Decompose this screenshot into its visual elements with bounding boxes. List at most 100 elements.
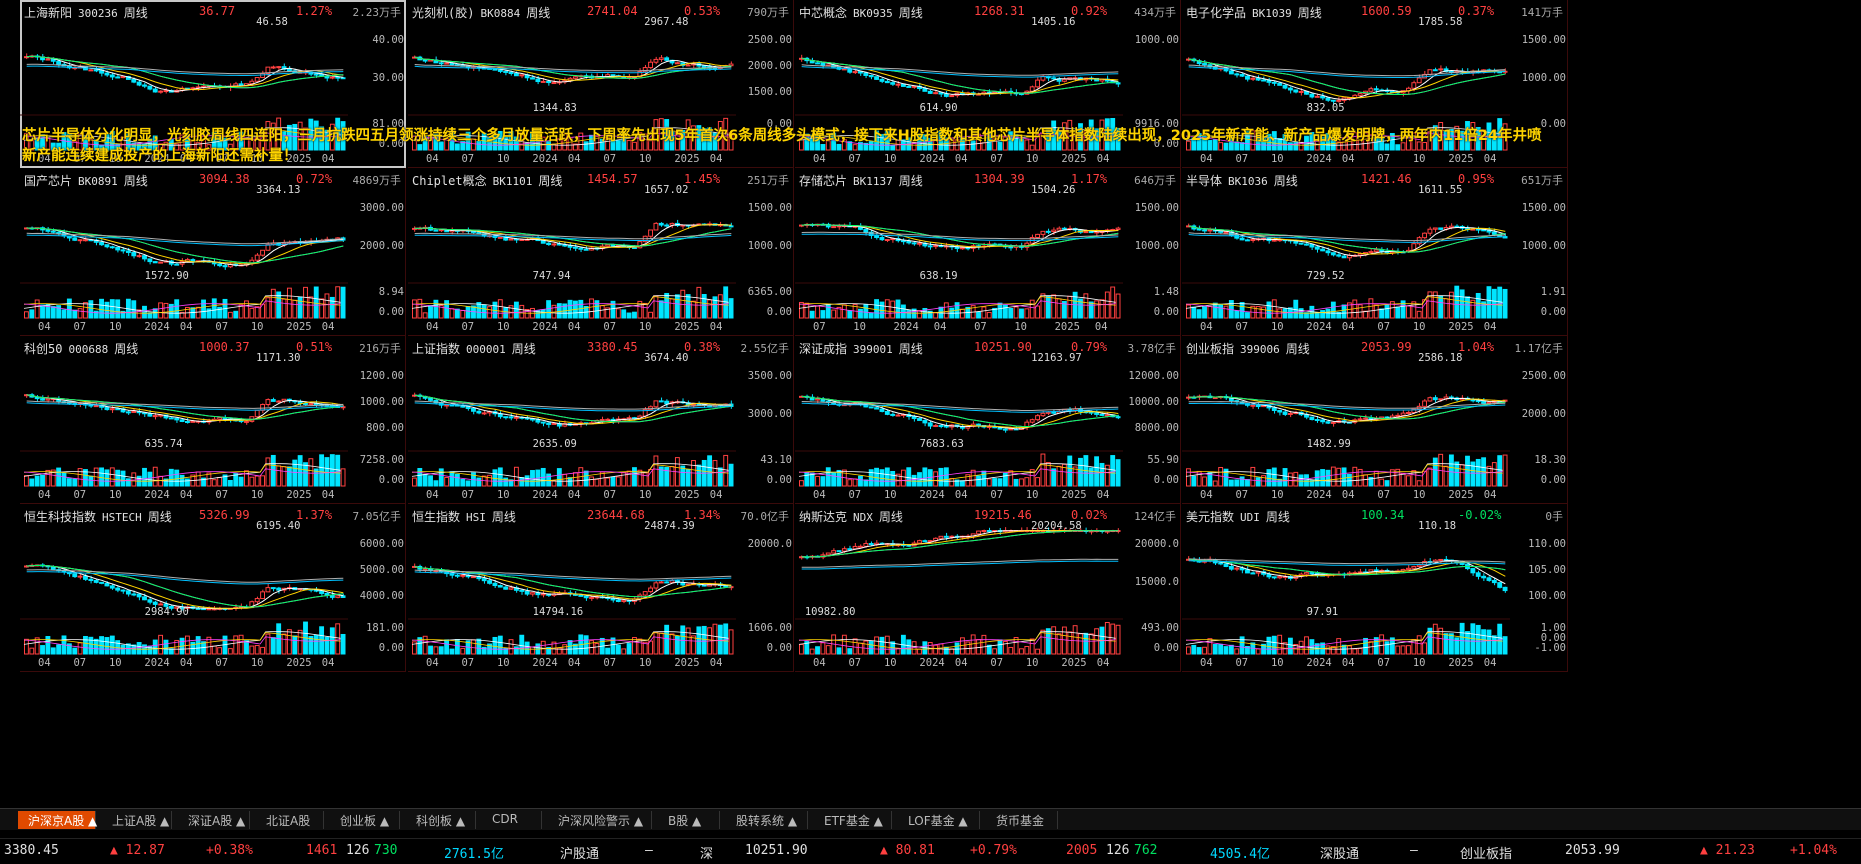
volume-bar xyxy=(841,634,847,655)
chart-panel-UDI[interactable]: 美元指数 UDI 周线 100.34 -0.02% 0手 110.00 105.00 10… xyxy=(1182,504,1568,672)
volume-bar xyxy=(1357,648,1363,655)
y-axis-tick: 1000.00 xyxy=(747,240,792,252)
chart-panel-BK1036[interactable]: 半导体 BK1036 周线 1421.46 0.95% 651万手 1500.00 10… xyxy=(1182,168,1568,336)
candle xyxy=(88,69,94,72)
volume-bar xyxy=(1271,635,1277,655)
chart-panel-399006[interactable]: 创业板指 399006 周线 2053.99 1.04% 1.17亿手 2500.00… xyxy=(1182,336,1568,504)
chart-panel-BK1137[interactable]: 存储芯片 BK1137 周线 1304.39 1.17% 646万手 1500.00 1… xyxy=(795,168,1181,336)
chart-panel-BK1039[interactable]: 电子化学品 BK1039 周线 1600.59 0.37% 141万手 1500.00… xyxy=(1182,0,1568,168)
chart-panel-BK0935[interactable]: 中芯概念 BK0935 周线 1268.31 0.92% 434万手 1000.00 9… xyxy=(795,0,1181,168)
x-axis-tick: 2024 xyxy=(532,153,558,165)
market-tab-1[interactable]: 上证A股 ▲ xyxy=(102,811,172,829)
candle xyxy=(158,603,164,606)
x-axis-tick: 07 xyxy=(1377,489,1391,501)
volume-ma-line xyxy=(1185,468,1503,482)
y-axis-tick: 3000.00 xyxy=(747,408,792,420)
y-axis-tick: 2000.00 xyxy=(1521,408,1566,420)
candle xyxy=(1320,419,1326,423)
x-axis-tick: 10 xyxy=(638,321,652,333)
volume-ma-line xyxy=(1185,127,1503,146)
market-tab-9[interactable]: 股转系统 ▲ xyxy=(726,811,808,829)
market-tab-10[interactable]: ETF基金 ▲ xyxy=(814,811,892,829)
chart-panel-BK0891[interactable]: 国产芯片 BK0891 周线 3094.38 0.72% 4869万手 3000.00… xyxy=(20,168,406,336)
volume-bar xyxy=(1078,457,1083,487)
x-axis-tick: 07 xyxy=(848,153,862,165)
x-axis-tick: 07 xyxy=(461,153,475,165)
candle xyxy=(1298,242,1304,245)
kline-chart xyxy=(408,563,736,655)
candle xyxy=(115,76,121,79)
volume-bar xyxy=(286,124,292,151)
volume-bar xyxy=(1389,133,1395,151)
volume-bar xyxy=(45,303,51,319)
volume-bar xyxy=(723,454,729,487)
volume-bar xyxy=(632,637,637,655)
candle xyxy=(56,231,62,234)
volume-bar xyxy=(444,639,450,655)
volume-bar xyxy=(556,303,562,319)
market-tab-2[interactable]: 深证A股 ▲ xyxy=(178,811,250,829)
volume-bar xyxy=(637,300,643,319)
volume-bar xyxy=(109,467,115,487)
candle xyxy=(540,421,546,424)
market-tab-0[interactable]: 沪深京A股 ▲ xyxy=(18,811,97,829)
candle xyxy=(1255,571,1261,574)
volume-bar xyxy=(535,310,541,319)
volume-bar xyxy=(1088,301,1094,319)
volume-bar xyxy=(1384,143,1390,151)
market-tab-6[interactable]: CDR xyxy=(482,811,542,829)
market-tab-11[interactable]: LOF基金 ▲ xyxy=(898,811,980,829)
volume-bar xyxy=(1400,472,1406,487)
volume-bar xyxy=(1454,285,1460,319)
market-tab-4[interactable]: 创业板 ▲ xyxy=(330,811,400,829)
candle xyxy=(1045,230,1051,233)
chart-panel-000001[interactable]: 上证指数 000001 周线 3380.45 0.38% 2.55亿手 3500.00… xyxy=(408,336,794,504)
chart-panel-HSI[interactable]: 恒生指数 HSI 周线 23644.68 1.34% 70.0亿手 20000.0 16… xyxy=(408,504,794,672)
high-annotation: 20204.58 xyxy=(1031,520,1082,532)
volume-bar xyxy=(1045,628,1051,655)
volume-bar xyxy=(238,634,244,655)
chart-panel-399001[interactable]: 深证成指 399001 周线 10251.90 0.79% 3.78亿手 12000.… xyxy=(795,336,1181,504)
y-axis-tick: 20000.0 xyxy=(1134,538,1179,550)
market-tab-3[interactable]: 北证A股 xyxy=(256,811,324,829)
y-axis-tick: 15000.0 xyxy=(1134,576,1179,588)
volume-axis-tick: 6365.00 xyxy=(747,286,792,298)
volume-axis-tick: 0.00 xyxy=(1153,474,1179,486)
volume-bar xyxy=(530,470,535,487)
chart-panel-300236[interactable]: 上海新阳 300236 周线 36.77 1.27% 2.23万手 40.00 30.0… xyxy=(20,0,406,168)
chart-panel-BK0884[interactable]: 光刻机(胶) BK0884 周线 2741.04 0.53% 790万手 2500.0… xyxy=(408,0,794,168)
ma-line-30 xyxy=(801,530,1119,558)
volume-bar xyxy=(1320,310,1326,319)
ma-line-30 xyxy=(1188,396,1506,420)
volume-ma-line xyxy=(1185,464,1503,482)
volume-bar xyxy=(551,480,557,487)
market-tab-5[interactable]: 科创板 ▲ xyxy=(406,811,476,829)
x-axis-tick: 04 xyxy=(321,321,335,333)
chart-panel-NDX[interactable]: 纳斯达克 NDX 周线 19215.46 0.02% 124亿手 20000.0 150… xyxy=(795,504,1181,672)
market-tab-12[interactable]: 货币基金 xyxy=(986,811,1058,829)
volume-bar xyxy=(476,638,482,655)
volume-bar xyxy=(254,475,260,487)
candle xyxy=(142,596,147,601)
volume-bar xyxy=(712,296,718,319)
volume-bar xyxy=(1438,627,1444,655)
market-tab-7[interactable]: 沪深风险警示 ▲ xyxy=(548,811,652,829)
y-axis-tick: 1500.00 xyxy=(747,202,792,214)
volume-bar xyxy=(847,141,853,151)
candle xyxy=(943,535,949,538)
volume-bar xyxy=(1061,301,1067,319)
candle xyxy=(1481,575,1487,579)
chart-panel-HSTECH[interactable]: 恒生科技指数 HSTECH 周线 5326.99 1.37% 7.05亿手 6000.… xyxy=(20,504,406,672)
candle xyxy=(868,74,874,78)
security-code: UDI xyxy=(1240,511,1260,524)
volume-bar xyxy=(976,475,981,487)
x-axis-tick: 2024 xyxy=(532,489,558,501)
chart-panel-000688[interactable]: 科创50 000688 周线 1000.37 0.51% 216万手 1200.00 1… xyxy=(20,336,406,504)
volume-bar xyxy=(981,306,987,319)
chart-panel-BK1101[interactable]: Chiplet概念 BK1101 周线 1454.57 1.45% 251万手 150… xyxy=(408,168,794,336)
x-axis-tick: 04 xyxy=(1483,657,1497,669)
market-tab-8[interactable]: B股 ▲ xyxy=(658,811,720,829)
volume-bar xyxy=(922,467,928,487)
volume-bar xyxy=(960,308,965,319)
volume-bar xyxy=(799,480,804,487)
